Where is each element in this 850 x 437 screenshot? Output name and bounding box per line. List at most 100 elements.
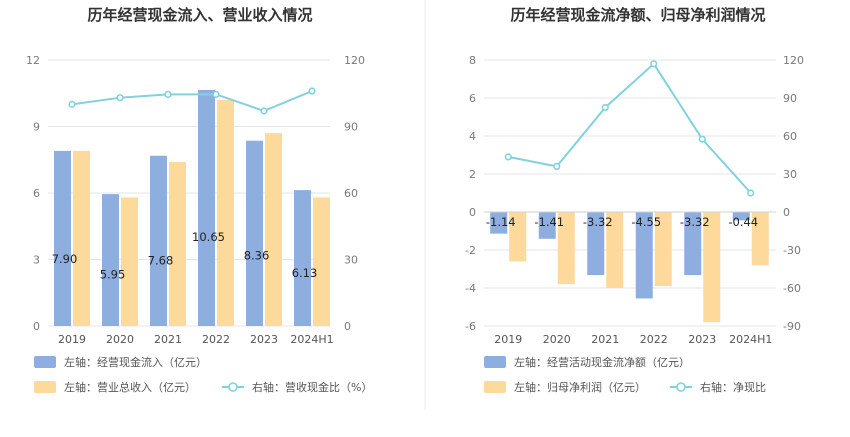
- right-axis-tick-label: 90: [344, 121, 358, 134]
- ratio-point-2024H1: [308, 87, 316, 95]
- x-axis-tick-label: 2024H1: [729, 333, 772, 346]
- left-axis-tick-label: -4: [465, 282, 476, 295]
- left-axis-tick-label: 9: [33, 121, 40, 134]
- bar-secondary-2022: [654, 212, 672, 287]
- chart-title: 历年经营现金流净额、归母净利润情况: [510, 6, 765, 24]
- x-axis-tick-label: 2023: [250, 333, 278, 346]
- bar-primary-2021: [587, 212, 605, 276]
- ratio-point-2024H1: [747, 189, 755, 197]
- ratio-point-2020: [116, 94, 124, 102]
- right-axis-tick-label: 120: [344, 54, 365, 67]
- bar-secondary-2024H1: [751, 212, 769, 266]
- bar-secondary-2019: [509, 212, 527, 262]
- ratio-point-2020: [553, 162, 561, 170]
- data-label: -0.44: [728, 215, 758, 229]
- right-axis-tick-label: -30: [783, 244, 801, 257]
- right-axis-tick-label: -90: [783, 320, 801, 333]
- bar-primary-2022: [635, 212, 653, 299]
- x-axis-tick-label: 2022: [640, 333, 668, 346]
- ratio-point-2019: [504, 153, 512, 161]
- right-axis-tick-label: 120: [783, 54, 804, 67]
- right-axis-tick-label: -60: [783, 282, 801, 295]
- legend-swatch: [484, 356, 506, 368]
- bar-secondary-2020: [557, 212, 575, 285]
- left-axis-tick-label: 8: [469, 54, 476, 67]
- legend-swatch: [34, 381, 56, 393]
- data-label: 7.68: [148, 254, 174, 268]
- bar-primary-2023: [246, 140, 263, 326]
- bar-primary-2020: [538, 212, 556, 239]
- data-label: -4.55: [631, 215, 661, 229]
- bar-secondary-2020: [121, 197, 138, 326]
- legend-label: 左轴：归母净利润（亿元）: [514, 380, 646, 394]
- bar-secondary-2021: [606, 212, 624, 288]
- legend-line-dot: [676, 382, 686, 392]
- ratio-line: [71, 90, 313, 113]
- bar-primary-2022: [198, 89, 215, 326]
- bar-primary-2021: [150, 155, 167, 326]
- bar-secondary-2024H1: [313, 197, 330, 326]
- bar-secondary-2023: [265, 133, 282, 326]
- left-axis-tick-label: 0: [33, 320, 40, 333]
- left-axis-tick-label: 12: [26, 54, 40, 67]
- bar-secondary-2022: [217, 99, 234, 327]
- x-axis-tick-label: 2019: [494, 333, 522, 346]
- x-axis-tick-label: 2022: [202, 333, 230, 346]
- ratio-line: [508, 62, 752, 194]
- legend-swatch: [484, 381, 506, 393]
- right-axis-tick-label: 60: [344, 187, 358, 200]
- ratio-point-2023: [260, 107, 268, 115]
- bar-secondary-2023: [703, 212, 721, 323]
- right-axis-tick-label: 0: [344, 320, 351, 333]
- ratio-point-2019: [68, 100, 76, 108]
- data-label: -3.32: [680, 215, 710, 229]
- right-axis-tick-label: 0: [783, 206, 790, 219]
- data-label: -1.14: [486, 215, 516, 229]
- x-axis-tick-label: 2021: [154, 333, 182, 346]
- bar-secondary-2019: [73, 150, 90, 326]
- right-axis-tick-label: 90: [783, 92, 797, 105]
- x-axis-tick-label: 2023: [688, 333, 716, 346]
- right-axis-tick-label: 30: [783, 168, 797, 181]
- x-axis-tick-label: 2024H1: [290, 333, 333, 346]
- left-axis-tick-label: 6: [469, 92, 476, 105]
- ratio-point-2022: [650, 60, 658, 68]
- x-axis-tick-label: 2019: [58, 333, 86, 346]
- bar-primary-2020: [102, 194, 119, 326]
- data-label: 6.13: [292, 266, 318, 280]
- left-axis-tick-label: -6: [465, 320, 476, 333]
- ratio-point-2022: [212, 90, 220, 98]
- data-label: 7.90: [52, 252, 78, 266]
- x-axis-tick-label: 2021: [591, 333, 619, 346]
- chart-panel-2: 历年经营现金流净额、归母净利润情况 -6 -4 -2 0 2 4 6 8 -90 -60 -30 0 30…: [465, 6, 804, 394]
- x-axis-tick-label: 2020: [106, 333, 134, 346]
- chart-title: 历年经营现金流入、营业收入情况: [87, 6, 312, 24]
- legend-label: 左轴：营业总收入（亿元）: [64, 380, 196, 394]
- data-label: 10.65: [192, 230, 225, 244]
- bar-primary-2019: [490, 212, 508, 234]
- right-axis-tick-label: 30: [344, 254, 358, 267]
- bar-secondary-2021: [169, 161, 186, 326]
- bar-primary-2023: [684, 212, 702, 276]
- x-axis-tick-label: 2020: [543, 333, 571, 346]
- data-label: 8.36: [244, 248, 270, 262]
- ratio-point-2023: [698, 135, 706, 143]
- data-label: -3.32: [583, 215, 613, 229]
- left-axis-tick-label: 0: [469, 206, 476, 219]
- left-axis-tick-label: 3: [33, 254, 40, 267]
- left-axis-tick-label: 2: [469, 168, 476, 181]
- legend-label: 右轴：净现比: [700, 380, 766, 394]
- legend-line-dot: [228, 382, 238, 392]
- data-label: 5.95: [100, 268, 126, 282]
- ratio-point-2021: [601, 103, 609, 112]
- bar-primary-2019: [54, 150, 71, 326]
- legend-swatch: [34, 356, 56, 368]
- legend-label: 右轴：营收现金比（%）: [252, 380, 372, 394]
- legend-label: 左轴：经营活动现金流净额（亿元）: [514, 355, 690, 369]
- ratio-point-2021: [164, 90, 172, 98]
- left-axis-tick-label: -2: [465, 244, 476, 257]
- left-axis-tick-label: 4: [469, 130, 476, 143]
